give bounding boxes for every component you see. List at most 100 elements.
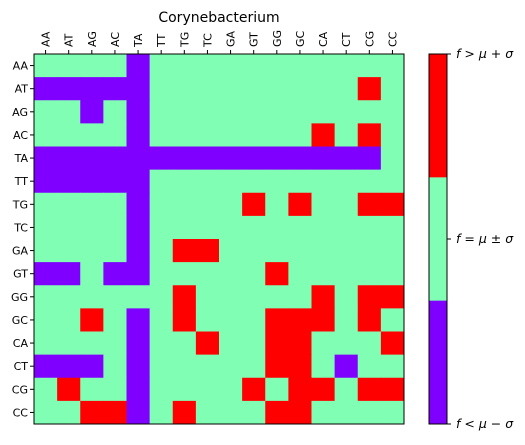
heatmap-cell (103, 77, 127, 101)
heatmap-cell (80, 239, 104, 263)
heatmap-cell (381, 170, 405, 194)
heatmap-cell (288, 216, 312, 240)
heatmap-cell (103, 216, 127, 240)
heatmap-cell (34, 332, 58, 356)
heatmap-cell (335, 355, 359, 379)
heatmap-cell (173, 54, 197, 78)
heatmap-cell (242, 239, 266, 263)
heatmap-cell (150, 262, 174, 286)
y-tick-label: TG (12, 198, 28, 211)
heatmap-cell (219, 170, 243, 194)
heatmap-cell (80, 262, 104, 286)
heatmap-cell (358, 77, 382, 101)
heatmap-cell (312, 193, 336, 217)
heatmap-cell (312, 285, 336, 309)
y-tick-label: GT (13, 268, 28, 281)
y-tick-label: AC (13, 129, 28, 142)
heatmap-cell (103, 147, 127, 171)
heatmap-cell (80, 401, 104, 425)
heatmap-cell (103, 239, 127, 263)
colorbar-label: f < μ − σ (456, 416, 514, 431)
heatmap-cell (219, 401, 243, 425)
y-tick-label: GA (12, 245, 29, 258)
heatmap-cell (381, 216, 405, 240)
heatmap-cell (242, 378, 266, 402)
heatmap-cell (127, 378, 151, 402)
heatmap-cell (288, 262, 312, 286)
heatmap-cell (265, 355, 289, 379)
heatmap-cell (57, 216, 81, 240)
heatmap-cell (335, 262, 359, 286)
heatmap-cell (196, 355, 220, 379)
heatmap-cell (196, 239, 220, 263)
heatmap-cell (80, 77, 104, 101)
heatmap-cell (312, 332, 336, 356)
heatmap-cell (196, 308, 220, 332)
y-tick-label: TT (14, 175, 29, 188)
heatmap-cell (34, 285, 58, 309)
heatmap-cell (312, 147, 336, 171)
heatmap-cell (358, 401, 382, 425)
heatmap-cell (265, 262, 289, 286)
heatmap-cell (265, 147, 289, 171)
heatmap-cell (335, 77, 359, 101)
heatmap-cell (381, 77, 405, 101)
heatmap-cell (265, 123, 289, 147)
heatmap-cell (150, 77, 174, 101)
heatmap-cell (219, 100, 243, 124)
x-tick-label: GG (271, 30, 284, 47)
heatmap-cell (80, 285, 104, 309)
x-tick-label: GC (294, 30, 307, 47)
heatmap-cell (381, 193, 405, 217)
y-tick-label: CG (12, 383, 28, 396)
heatmap-cell (103, 100, 127, 124)
y-tick-label: GG (11, 291, 28, 304)
heatmap-cell (150, 100, 174, 124)
heatmap-cell (127, 147, 151, 171)
heatmap-cell (358, 239, 382, 263)
heatmap-cell (150, 401, 174, 425)
heatmap-cell (219, 285, 243, 309)
x-tick-label: CT (340, 32, 353, 47)
heatmap-cell (127, 193, 151, 217)
heatmap-cell (127, 262, 151, 286)
heatmap-cell (219, 147, 243, 171)
heatmap-cell (80, 100, 104, 124)
heatmap-cell (57, 285, 81, 309)
heatmap-cell (242, 147, 266, 171)
heatmap-cell (242, 170, 266, 194)
heatmap-cell (196, 54, 220, 78)
heatmap-cell (127, 100, 151, 124)
heatmap-cell (34, 100, 58, 124)
heatmap-cell (150, 54, 174, 78)
heatmap-cell (312, 77, 336, 101)
heatmap-cell (173, 239, 197, 263)
heatmap-cell (242, 100, 266, 124)
heatmap-cell (173, 77, 197, 101)
heatmap-cell (288, 147, 312, 171)
colorbar: f > μ + σ f = μ ± σ f < μ − σ (429, 46, 514, 431)
heatmap-cell (57, 332, 81, 356)
x-tick-label: AG (86, 31, 99, 47)
heatmap-cell (288, 378, 312, 402)
heatmap-cell (103, 401, 127, 425)
heatmap-cell (80, 216, 104, 240)
heatmap-cell (219, 239, 243, 263)
heatmap-cell (80, 193, 104, 217)
heatmap-cell (265, 378, 289, 402)
heatmap-cell (103, 378, 127, 402)
heatmap-cell (335, 308, 359, 332)
heatmap-cell (265, 239, 289, 263)
heatmap-cell (196, 262, 220, 286)
heatmap-cell (173, 147, 197, 171)
heatmap-cell (150, 332, 174, 356)
heatmap-cell (196, 147, 220, 171)
colorbar-segment (429, 54, 447, 178)
heatmap-cell (103, 285, 127, 309)
heatmap-cell (335, 401, 359, 425)
heatmap-cell (173, 401, 197, 425)
heatmap-cell (173, 308, 197, 332)
y-tick-label: AG (12, 106, 28, 119)
heatmap-cell (80, 308, 104, 332)
colorbar-label: f > μ + σ (456, 46, 514, 61)
